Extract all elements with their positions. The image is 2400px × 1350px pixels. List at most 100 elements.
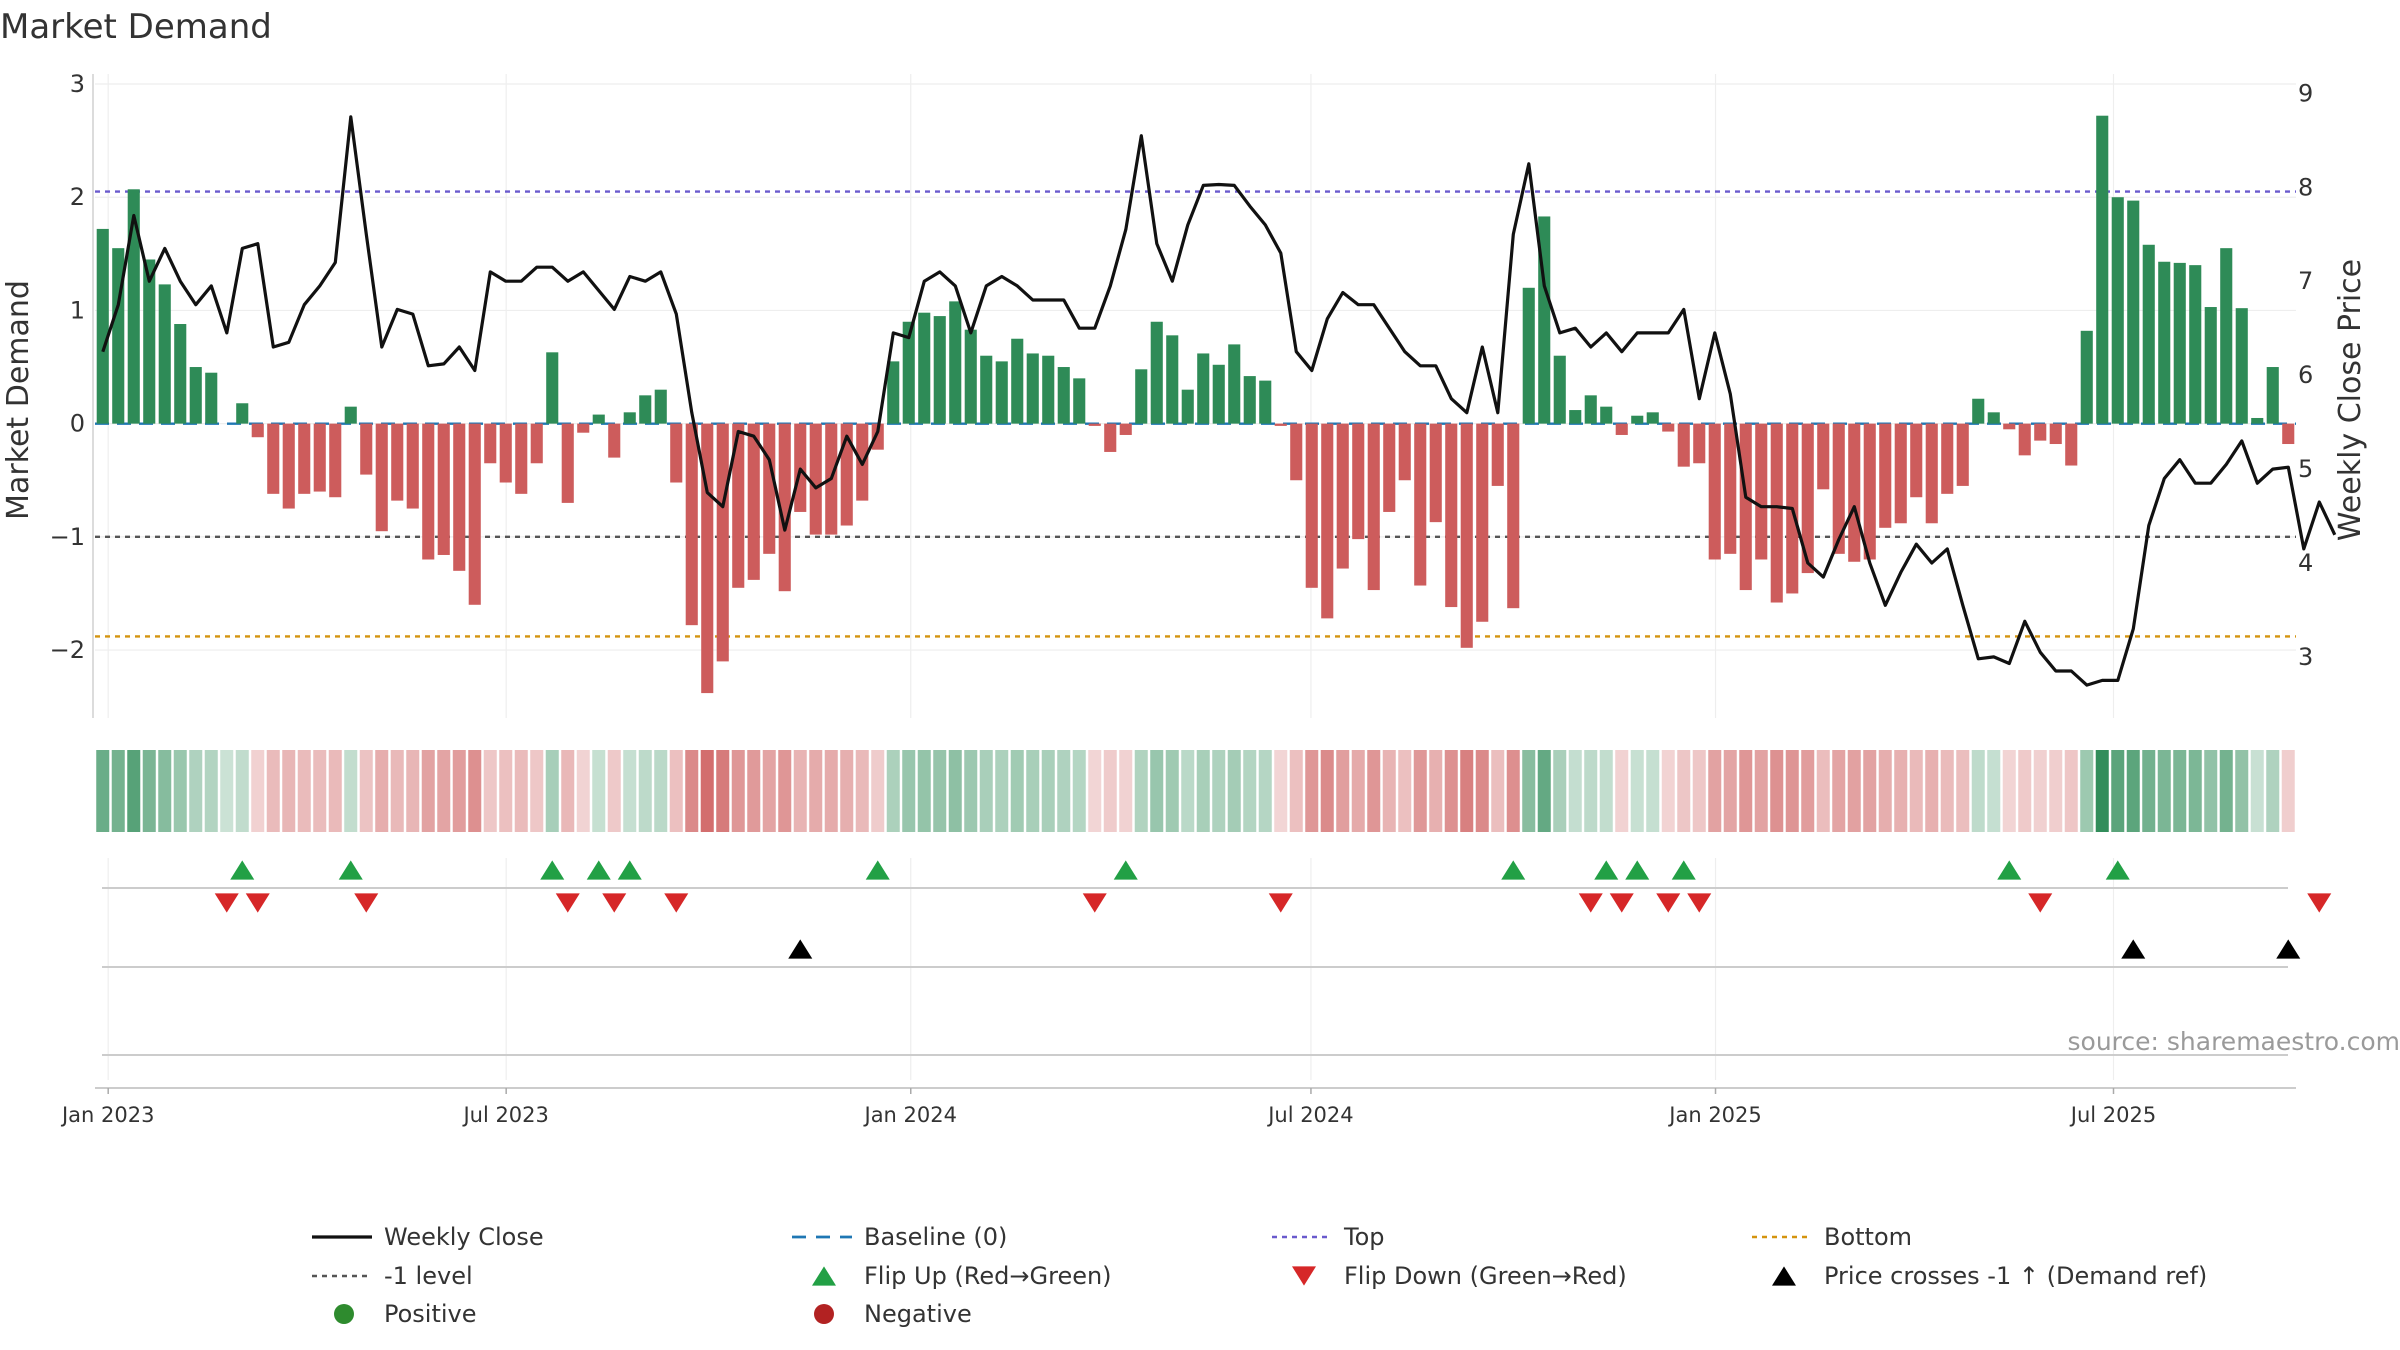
strip-cell: [700, 750, 714, 832]
demand-bar-positive: [344, 406, 357, 424]
demand-bar-negative: [1755, 423, 1768, 560]
demand-bar-positive: [887, 361, 900, 424]
demand-bar-positive: [1073, 378, 1086, 424]
demand-bar-positive: [2235, 308, 2248, 424]
strip-cell: [1661, 750, 1675, 832]
demand-bar-negative: [1925, 423, 1938, 524]
demand-bar-positive: [1150, 321, 1163, 424]
strip-cell: [421, 750, 435, 832]
demand-bar-negative: [1677, 423, 1690, 467]
demand-bar-positive: [1631, 415, 1644, 424]
demand-bar-negative: [406, 423, 419, 509]
y-tick-label-left: 2: [70, 183, 85, 211]
demand-bar-positive: [2173, 262, 2186, 424]
demand-bar-positive: [2158, 261, 2171, 424]
demand-bar-negative: [577, 423, 590, 433]
demand-bar-negative: [561, 423, 574, 503]
demand-bar-positive: [918, 312, 931, 424]
strip-cell: [452, 750, 466, 832]
legend-label: Price crosses -1 ↑ (Demand ref): [1824, 1262, 2207, 1290]
x-tick-label: Jul 2023: [461, 1103, 548, 1127]
strip-cell: [1894, 750, 1908, 832]
strip-cell: [158, 750, 172, 832]
demand-bar-positive: [949, 301, 962, 424]
y-tick-label-right: 8: [2298, 173, 2313, 201]
strip-cell: [1165, 750, 1179, 832]
demand-bar-negative: [1088, 423, 1101, 426]
flip-down-marker: [1082, 893, 1107, 913]
strip-cell: [2111, 750, 2125, 832]
strip-cell: [1274, 750, 1288, 832]
demand-bar-negative: [763, 423, 776, 554]
strip-cell: [1692, 750, 1706, 832]
legend-item-bottom: Bottom: [1752, 1223, 1912, 1251]
y-tick-label-left: 1: [70, 296, 85, 324]
demand-bar-positive: [1228, 344, 1241, 424]
demand-bar-negative: [468, 423, 481, 605]
demand-bar-negative: [1801, 423, 1814, 574]
flip-up-marker: [617, 860, 642, 880]
strip-cell: [1243, 750, 1257, 832]
chart-title: Market Demand: [0, 7, 272, 47]
strip-cell: [1072, 750, 1086, 832]
strip-cell: [142, 750, 156, 832]
strip-cell: [809, 750, 823, 832]
y-tick-label-left: −2: [50, 636, 85, 664]
demand-bar-negative: [422, 423, 435, 560]
y-tick-label-right: 7: [2298, 267, 2313, 295]
strip-cell: [235, 750, 249, 832]
strip-cell: [1909, 750, 1923, 832]
legend-swatch: [1772, 1266, 1796, 1286]
strip-cell: [1320, 750, 1334, 832]
demand-bar-positive: [1057, 367, 1070, 424]
flip-down-marker: [1578, 893, 1603, 913]
demand-bar-positive: [592, 414, 605, 424]
demand-bar-positive: [1166, 335, 1179, 424]
strip-cell: [313, 750, 327, 832]
strip-cell: [623, 750, 637, 832]
strip-cell: [1630, 750, 1644, 832]
demand-bar-negative: [1879, 423, 1892, 528]
flip-up-marker: [338, 860, 363, 880]
strip-cell: [1150, 750, 1164, 832]
demand-bar-positive: [654, 389, 667, 424]
strip-cell: [499, 750, 513, 832]
demand-bar-positive: [174, 324, 187, 424]
y-axis-label-right: Weekly Close Price: [2333, 259, 2368, 541]
demand-bar-positive: [236, 403, 249, 424]
legend-item-positive: Positive: [334, 1300, 477, 1328]
demand-bar-negative: [1336, 423, 1349, 569]
legend-swatch: [334, 1304, 354, 1324]
strip-cell: [2281, 750, 2295, 832]
strip-cell: [1816, 750, 1830, 832]
strip-cell: [917, 750, 931, 832]
demand-bar-positive: [1584, 395, 1597, 424]
demand-bar-negative: [1832, 423, 1845, 554]
demand-bar-negative: [685, 423, 698, 626]
demand-bar-negative: [1414, 423, 1427, 586]
strip-cell: [1181, 750, 1195, 832]
y-tick-label-left: −1: [50, 523, 85, 551]
strip-cell: [1010, 750, 1024, 832]
legend-label: Positive: [384, 1300, 477, 1328]
demand-bar-negative: [1817, 423, 1830, 490]
demand-bar-positive: [2204, 307, 2217, 424]
strip-cell: [1103, 750, 1117, 832]
strip-cell: [2095, 750, 2109, 832]
strip-cell: [1863, 750, 1877, 832]
flip-up-marker: [540, 860, 565, 880]
demand-bar-positive: [1569, 410, 1582, 424]
legend-label: Weekly Close: [384, 1223, 544, 1251]
demand-bar-positive: [158, 284, 171, 424]
price-cross-marker: [2276, 939, 2301, 959]
y-tick-label-right: 9: [2298, 79, 2313, 107]
demand-bar-negative: [1615, 423, 1628, 435]
flip-up-marker: [1671, 860, 1696, 880]
strip-cell: [1925, 750, 1939, 832]
strip-cell: [111, 750, 125, 832]
reference-levels: [95, 190, 2296, 638]
flip-down-marker: [1268, 893, 1293, 913]
legend-label: Top: [1343, 1223, 1385, 1251]
demand-bar-positive: [980, 355, 993, 424]
